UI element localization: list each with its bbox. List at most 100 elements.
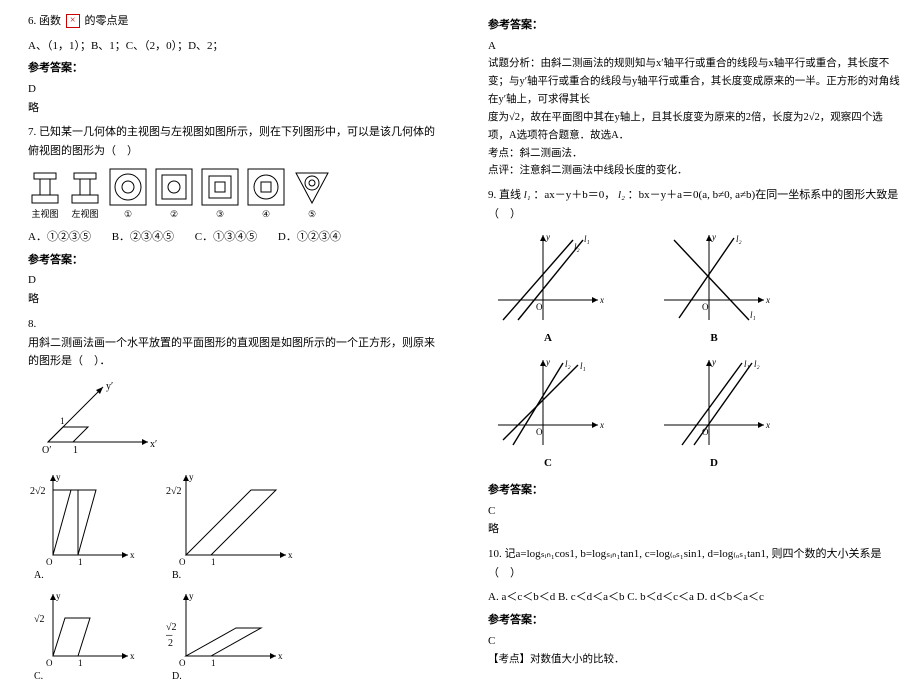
graph-a-label: A xyxy=(544,329,552,348)
q9-explain: 略 xyxy=(488,520,902,539)
graph-b-label: B xyxy=(710,329,717,348)
q8-analysis-1: 试题分析：由斜二测画法的规则知与x′轴平行或重合的线段与x轴平行或重合，其长度不… xyxy=(488,55,902,109)
svg-text:O: O xyxy=(46,557,53,565)
fig-c-label: C. xyxy=(28,668,43,685)
parallelogram-b-icon: 2√2 O 1 x y xyxy=(166,470,296,565)
root2: √2 xyxy=(509,112,520,123)
txt: 9. 直线 xyxy=(488,189,521,201)
top-view-1-icon xyxy=(108,167,148,207)
q7-opt-c: C．①③④⑤ xyxy=(195,231,257,243)
svg-text:l₁: l₁ xyxy=(584,234,590,244)
lines-graph-a-icon: O x y l₁ l₂ xyxy=(488,230,608,325)
svg-text:x: x xyxy=(130,651,135,661)
main-view-label: 主视图 xyxy=(31,207,58,222)
svg-text:O: O xyxy=(179,557,186,565)
left-column: 6. 函数 × 的零点是 A、（1，1）；B、1；C、（2，0）；D、2； 参考… xyxy=(0,0,460,651)
svg-text:1: 1 xyxy=(78,658,83,666)
svg-text:l₁: l₁ xyxy=(750,310,756,320)
svg-text:2√2: 2√2 xyxy=(30,486,46,497)
kd-text: 斜二测画法． xyxy=(520,148,583,159)
lines-graph-b-icon: O x y l₂ l₁ xyxy=(654,230,774,325)
svg-text:2: 2 xyxy=(168,638,173,649)
q8-row-cd: √2 O 1 x y C. √2─2 O 1 x y D. xyxy=(28,588,442,685)
svg-text:y: y xyxy=(545,357,550,367)
q8-stem: 8. 用斜二测画法画一个水平放置的平面图形的直观图是如图所示的一个正方形，则原来… xyxy=(28,315,442,371)
broken-image-icon: × xyxy=(66,14,80,28)
svg-text:x: x xyxy=(765,295,770,305)
svg-text:x: x xyxy=(278,651,283,661)
q8-fig-d: √2─2 O 1 x y D. xyxy=(166,588,286,685)
svg-text:y: y xyxy=(711,357,716,367)
q9-row-ab: O x y l₁ l₂ A O x y l₂ l₁ B xyxy=(488,230,902,348)
svg-text:√2: √2 xyxy=(34,614,45,625)
svg-text:2√2: 2√2 xyxy=(166,486,182,497)
circled-2: ② xyxy=(170,207,178,222)
l1-symbol: l₁ xyxy=(524,189,531,201)
q6-options: A、（1，1）；B、1；C、（2，0）；D、2； xyxy=(28,37,442,56)
fig-b-label: B. xyxy=(166,567,181,584)
q6-answer: D xyxy=(28,80,442,99)
review-label: 点评： xyxy=(488,165,520,176)
q7-opt-d: D．①②③④ xyxy=(278,231,341,243)
lines-graph-c-icon: O x y l₁ l₂ xyxy=(488,355,608,450)
svg-text:1: 1 xyxy=(211,658,216,666)
q7-thumbnails: 主视图 左视图 ① ② xyxy=(28,167,442,222)
parallelogram-a-icon: 2√2 O 1 x y xyxy=(28,470,138,565)
q8-fig-a: 2√2 O 1 x y A. xyxy=(28,470,138,584)
answer-label: 参考答案： xyxy=(28,59,442,78)
y-axis-label: y′ xyxy=(106,381,113,392)
root2b: √2 xyxy=(809,112,820,123)
top-option-1: ① xyxy=(108,167,148,222)
q8-answer: A xyxy=(488,37,902,56)
q6: 6. 函数 × 的零点是 xyxy=(28,12,442,31)
svg-text:l₂: l₂ xyxy=(565,359,571,369)
txt: ，故在平面图中其在y轴上，且其长度变为原来的2倍，长度为2 xyxy=(520,112,809,123)
svg-text:O: O xyxy=(46,658,53,666)
svg-text:1: 1 xyxy=(78,557,83,565)
top-option-5: ⑤ xyxy=(292,167,332,222)
main-view-thumb: 主视图 xyxy=(28,169,62,222)
svg-text:y: y xyxy=(545,232,550,242)
q6-stem-a: 6. 函数 xyxy=(28,15,61,27)
q9-stem: 9. 直线 l₁ ：ax－y＋b＝0， l₂ ：bx－y＋a＝0(a, b≠0,… xyxy=(488,186,902,223)
svg-text:y: y xyxy=(711,232,716,242)
svg-text:1: 1 xyxy=(211,557,216,565)
top-view-5-icon xyxy=(292,167,332,207)
review-text: 注意斜二测画法中线段长度的变化． xyxy=(520,165,688,176)
fig-a-label: A. xyxy=(28,567,44,584)
left-view-thumb: 左视图 xyxy=(68,169,102,222)
q8-kd: 考点：斜二测画法． xyxy=(488,145,902,163)
parallelogram-c-icon: √2 O 1 x y xyxy=(28,588,138,666)
oblique-square-icon: O′ 1 x′ y′ 1 xyxy=(28,377,158,457)
svg-text:O: O xyxy=(536,427,543,437)
l2-symbol: l₂ xyxy=(618,189,625,201)
q8-fig-c: √2 O 1 x y C. xyxy=(28,588,138,685)
circled-1: ① xyxy=(124,207,132,222)
kd-label: 考点： xyxy=(488,148,520,159)
q9-graph-a: O x y l₁ l₂ A xyxy=(488,230,608,348)
origin-label: O′ xyxy=(42,445,51,456)
top-option-3: ③ xyxy=(200,167,240,222)
fig-d-label: D. xyxy=(166,668,182,685)
top-view-4-icon xyxy=(246,167,286,207)
circled-3: ③ xyxy=(216,207,224,222)
top-view-3-icon xyxy=(200,167,240,207)
q8-fig-b: 2√2 O 1 x y B. xyxy=(166,470,296,584)
q10-options: A. a＜c＜b＜d B. c＜d＜a＜b C. b＜d＜c＜a D. d＜b＜… xyxy=(488,588,902,607)
one-label: 1 xyxy=(73,445,78,456)
graph-d-label: D xyxy=(710,454,718,473)
svg-text:x: x xyxy=(599,420,604,430)
svg-text:y: y xyxy=(189,591,194,601)
answer-label: 参考答案： xyxy=(488,481,902,500)
svg-text:y: y xyxy=(56,472,61,482)
q7-explain: 略 xyxy=(28,290,442,309)
q8-row-ab: 2√2 O 1 x y A. 2√2 O 1 x y B. xyxy=(28,470,442,584)
top-option-2: ② xyxy=(154,167,194,222)
svg-text:O: O xyxy=(536,302,543,312)
svg-text:x: x xyxy=(130,550,135,560)
top-view-2-icon xyxy=(154,167,194,207)
svg-text:l₂: l₂ xyxy=(754,359,760,369)
right-column: 参考答案： A 试题分析：由斜二测画法的规则知与x′轴平行或重合的线段与x轴平行… xyxy=(460,0,920,651)
q7-stem: 7. 已知某一几何体的主视图与左视图如图所示，则在下列图形中，可以是该几何体的俯… xyxy=(28,123,442,160)
svg-text:O: O xyxy=(702,302,709,312)
